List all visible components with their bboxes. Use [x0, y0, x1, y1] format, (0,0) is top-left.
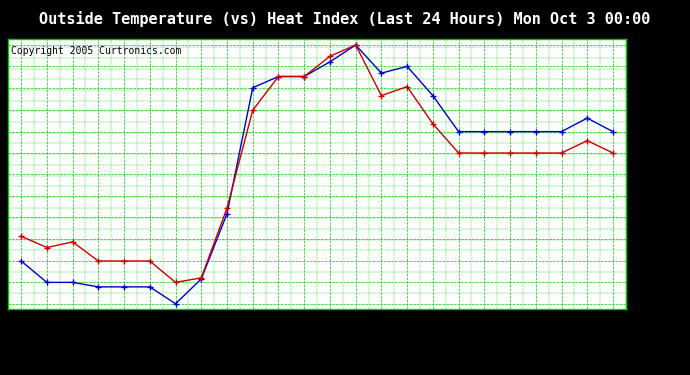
- Text: Outside Temperature (vs) Heat Index (Last 24 Hours) Mon Oct 3 00:00: Outside Temperature (vs) Heat Index (Las…: [39, 11, 651, 27]
- Text: Copyright 2005 Curtronics.com: Copyright 2005 Curtronics.com: [11, 46, 181, 56]
